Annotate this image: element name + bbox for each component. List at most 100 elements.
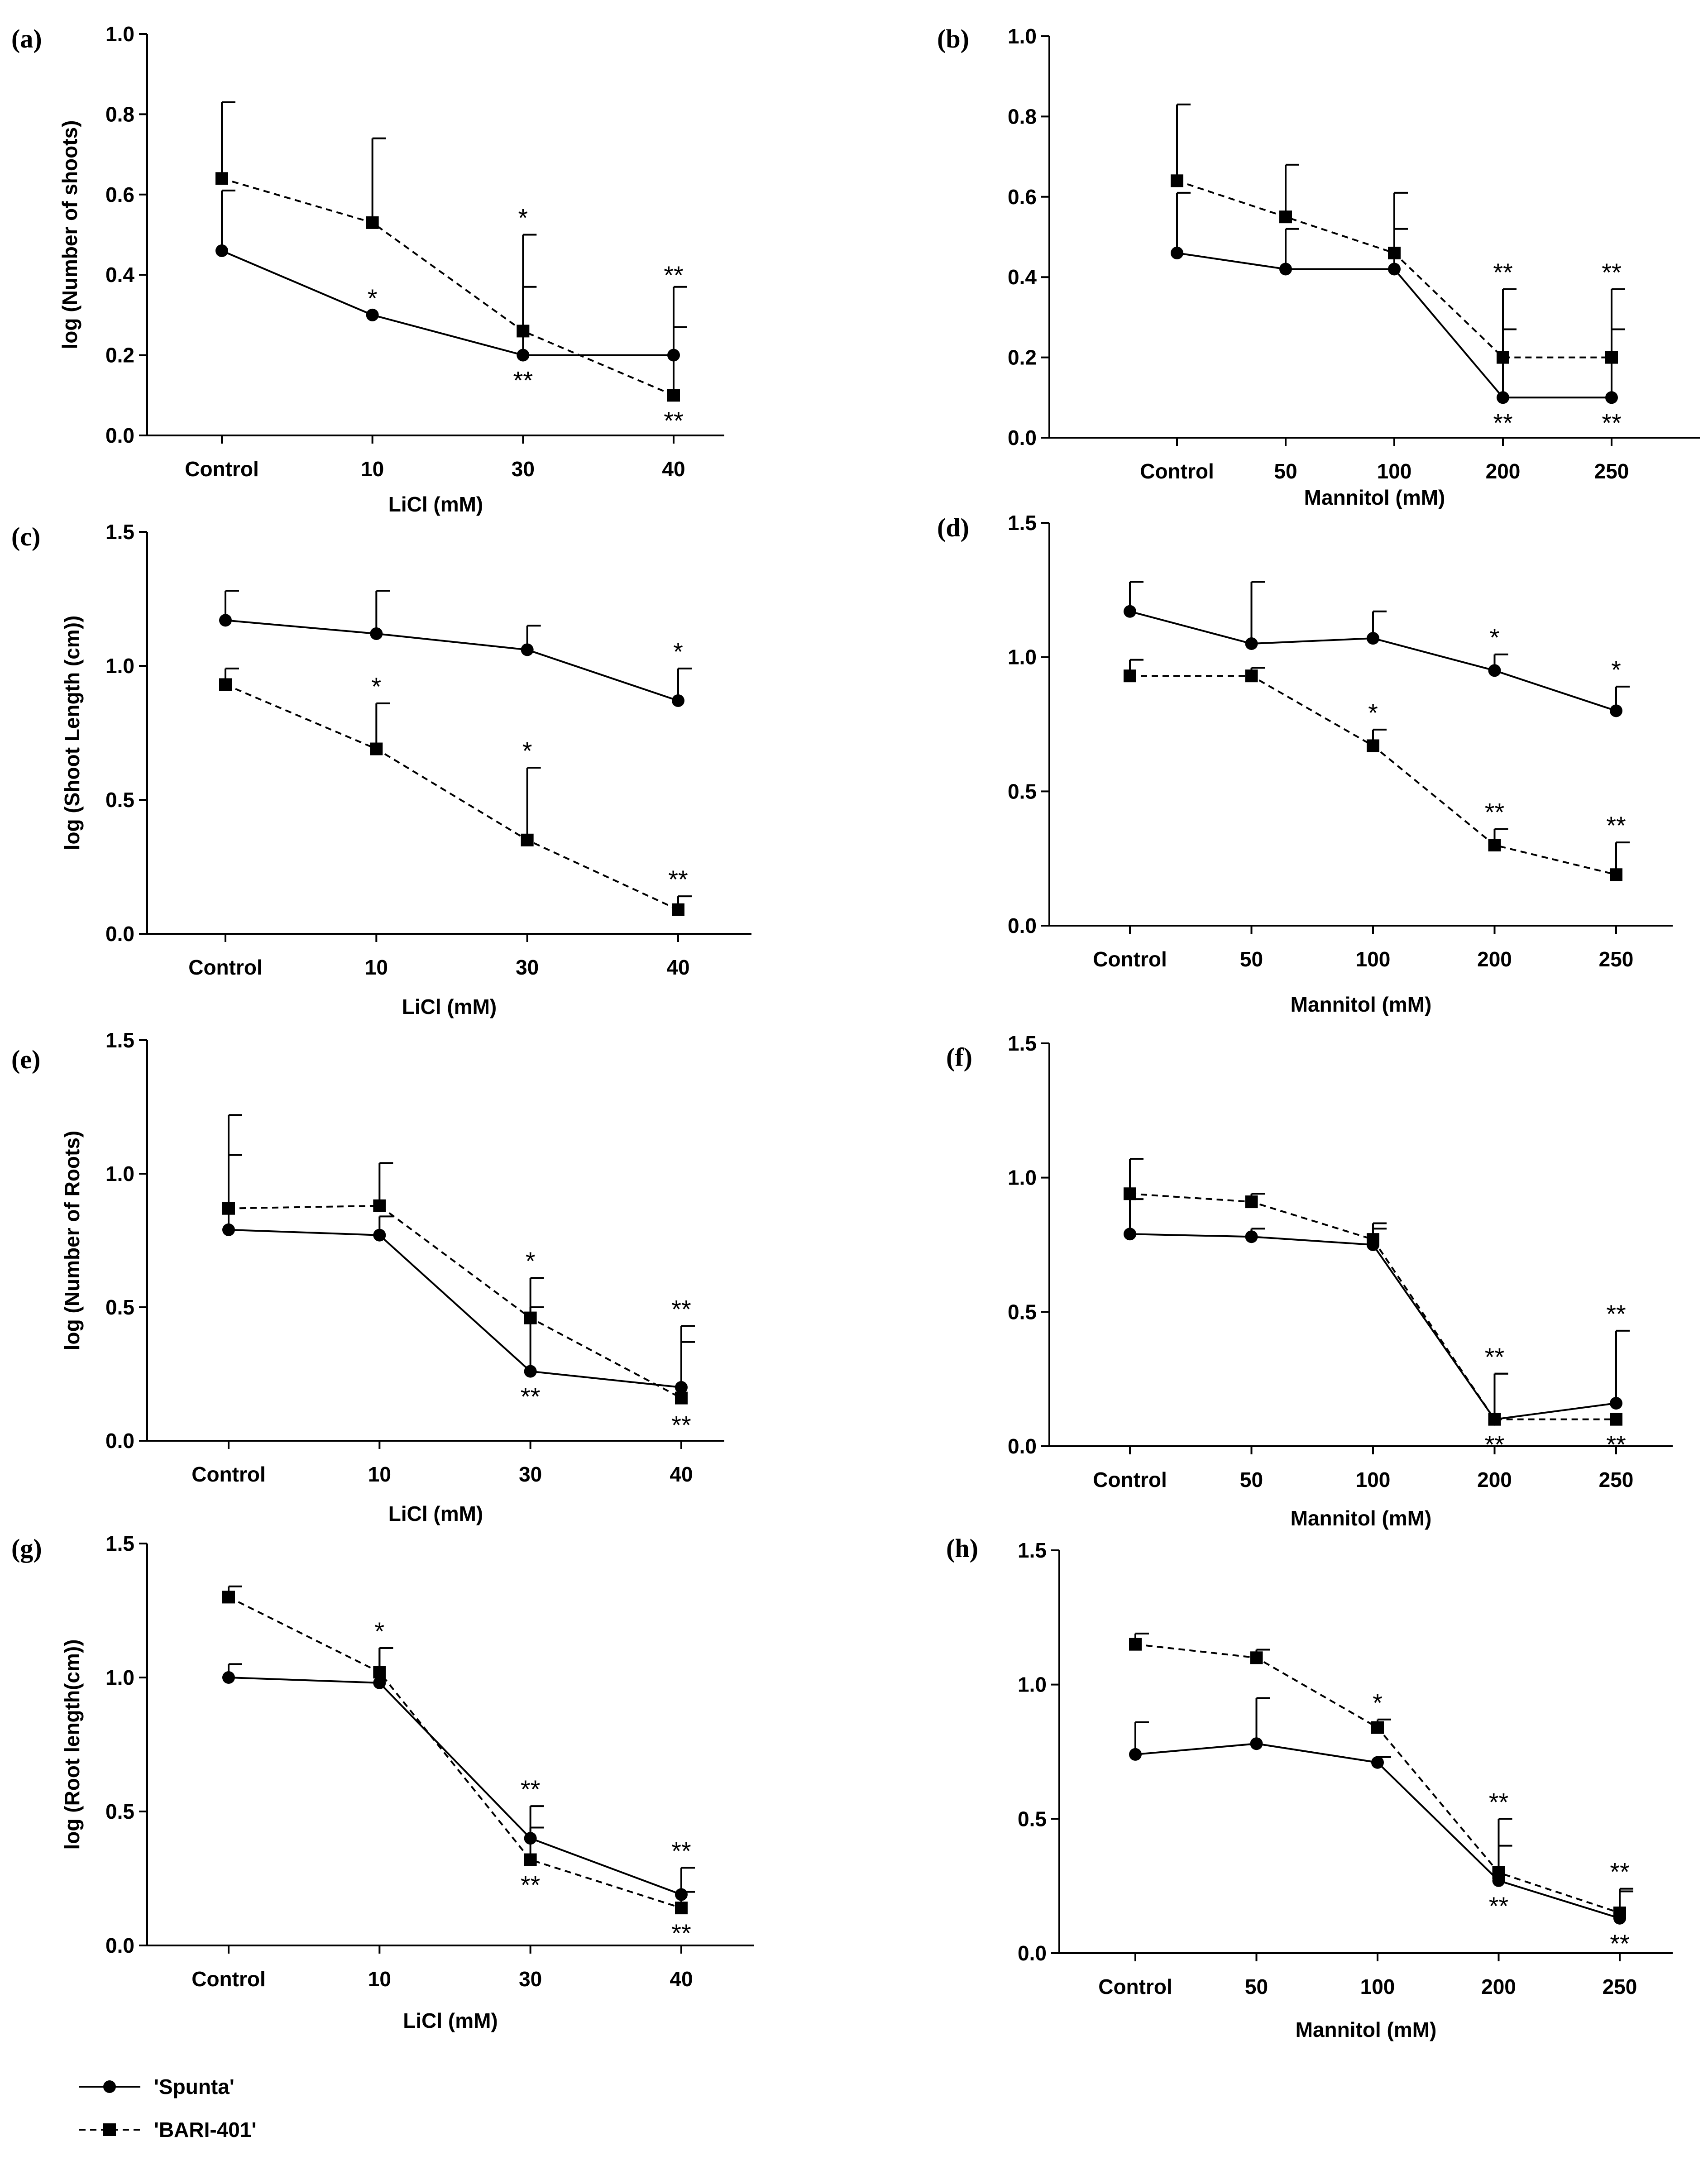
x-tick-label: Control	[1093, 947, 1167, 971]
x-axis-title: LiCl (mM)	[388, 492, 483, 516]
data-point-square	[521, 833, 534, 846]
y-tick-label: 1.0	[1008, 645, 1037, 669]
x-tick-label: 40	[662, 457, 685, 481]
data-point-square	[370, 742, 383, 755]
panel-label: (h)	[946, 1534, 978, 1563]
y-tick-label: 1.5	[1008, 1032, 1037, 1055]
x-tick-label: 30	[512, 457, 535, 481]
panel-g: (g) 0.0 0.5 1.0 1.5 Control 10 30 40 LiCl (mM) log…	[11, 1532, 754, 2032]
y-tick-label: 0.6	[105, 183, 134, 206]
series-spunta: ** **	[222, 1647, 695, 1901]
y-tick-label: 0.0	[1008, 426, 1037, 449]
x-tick-label: 100	[1377, 459, 1412, 483]
significance-mark: **	[1489, 1787, 1509, 1816]
y-tick-label: 0.0	[105, 1934, 134, 1957]
x-tick-label: Control	[1093, 1468, 1167, 1491]
y-tick-label: 0.0	[105, 922, 134, 946]
y-tick-label: 1.0	[105, 1666, 134, 1689]
x-tick-label: 30	[519, 1462, 542, 1486]
x-tick-label: 250	[1603, 1975, 1637, 1998]
series-spunta: ** **	[1129, 1697, 1633, 1958]
significance-mark: *	[526, 1247, 536, 1275]
x-tick-label: Control	[188, 956, 263, 979]
x-tick-label: 250	[1599, 1468, 1634, 1491]
data-point-square	[524, 1311, 537, 1324]
x-tick-label: 10	[368, 1967, 391, 1991]
y-axis-title: log (Root length(cm))	[60, 1639, 84, 1850]
series-bari-401: ****	[219, 667, 692, 916]
data-point-square	[219, 678, 232, 691]
legend-marker-circle	[103, 2080, 116, 2093]
x-tick-label: 250	[1599, 947, 1634, 971]
data-point-circle	[370, 627, 383, 640]
significance-mark: **	[1606, 811, 1626, 840]
data-point-circle	[1245, 1230, 1258, 1243]
significance-mark: *	[518, 204, 528, 232]
data-point-square	[373, 1199, 386, 1212]
data-point-square	[1124, 669, 1136, 683]
legend-label: 'BARI-401'	[154, 2118, 256, 2141]
panel-label: (b)	[937, 24, 969, 53]
y-tick-label: 0.5	[105, 1800, 134, 1823]
y-tick-label: 1.0	[1018, 1673, 1047, 1697]
data-point-square	[524, 1853, 537, 1866]
data-point-square	[672, 903, 684, 916]
y-tick-label: 0.2	[1008, 346, 1037, 369]
series-line	[221, 250, 674, 356]
data-point-circle	[373, 1228, 386, 1242]
significance-mark: *	[673, 637, 683, 666]
data-point-circle	[219, 614, 232, 627]
data-point-circle	[222, 1223, 235, 1236]
data-point-square	[1367, 739, 1379, 752]
x-tick-label: Control	[1140, 459, 1214, 483]
y-tick-label: 0.5	[105, 1295, 134, 1319]
x-tick-label: 200	[1477, 1468, 1512, 1491]
significance-mark: **	[1493, 408, 1513, 437]
data-point-circle	[672, 694, 684, 707]
data-point-circle	[524, 1365, 537, 1378]
series-line	[1135, 1743, 1620, 1919]
significance-mark: **	[1610, 1929, 1630, 1958]
data-point-circle	[1124, 605, 1136, 618]
data-point-circle	[1605, 391, 1618, 404]
significance-mark: **	[1485, 1430, 1505, 1459]
data-point-circle	[1171, 246, 1183, 259]
data-point-circle	[1245, 637, 1258, 650]
x-tick-label: Control	[191, 1462, 266, 1486]
significance-mark: *	[522, 736, 532, 765]
y-tick-label: 1.5	[105, 1028, 134, 1052]
panel-b: (b) 0.0 0.2 0.4 0.6 0.8 1.0 Control 50 100 200 250 M…	[937, 24, 1700, 509]
data-point-circle	[1497, 391, 1509, 404]
series-bari-401: *****	[222, 1585, 695, 1947]
x-tick-label: 10	[365, 956, 388, 979]
panel-label: (a)	[11, 24, 42, 53]
data-point-square	[1388, 246, 1401, 259]
data-point-circle	[222, 1671, 235, 1684]
y-tick-label: 1.0	[1008, 1166, 1037, 1190]
y-axis-title: log (Shoot Length (cm))	[60, 616, 84, 851]
y-tick-label: 0.2	[105, 344, 134, 367]
series-line	[228, 1228, 682, 1388]
y-tick-label: 0.6	[1008, 185, 1037, 209]
significance-mark: **	[1606, 1430, 1626, 1459]
data-point-square	[1488, 839, 1501, 851]
data-point-square	[222, 1591, 235, 1604]
series-spunta: **	[1124, 581, 1630, 717]
y-tick-label: 0.8	[1008, 105, 1037, 128]
data-point-square	[1250, 1651, 1263, 1664]
series-line	[221, 177, 674, 397]
x-tick-label: 50	[1274, 459, 1297, 483]
panel-e: (e) 0.0 0.5 1.0 1.5 Control 10 30 40 LiCl (mM) log…	[11, 1028, 724, 1525]
panel-label: (f)	[946, 1042, 972, 1072]
series-bari-401: *****	[1129, 1632, 1633, 1919]
data-point-circle	[1250, 1737, 1263, 1750]
y-tick-label: 1.5	[1018, 1539, 1047, 1562]
data-point-circle	[373, 1676, 386, 1689]
significance-mark: *	[1611, 655, 1621, 684]
data-point-circle	[366, 308, 379, 321]
data-point-square	[1371, 1721, 1384, 1734]
y-tick-label: 1.5	[105, 520, 134, 544]
y-tick-label: 1.5	[105, 1532, 134, 1555]
y-tick-label: 1.0	[105, 654, 134, 678]
significance-mark: **	[1606, 1300, 1626, 1328]
